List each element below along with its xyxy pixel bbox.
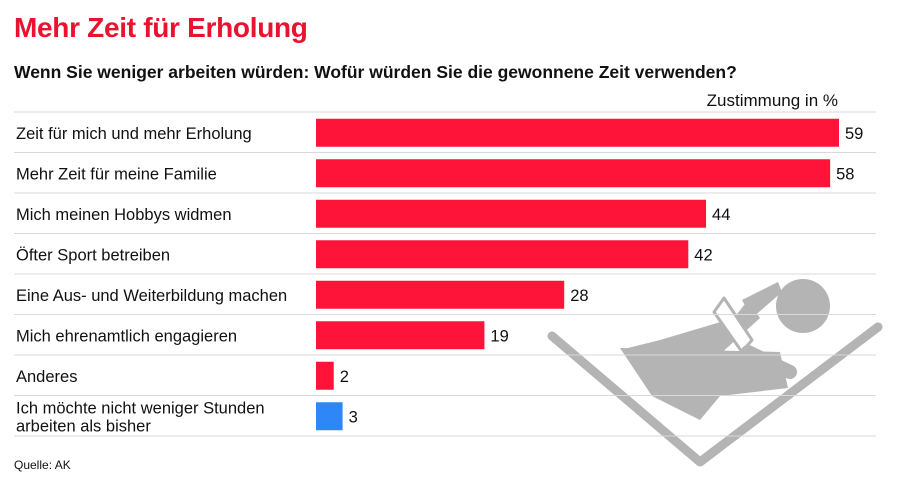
data-label: 44 (712, 206, 730, 224)
axis-unit-label: Zustimmung in % (706, 91, 838, 110)
person-relaxing-reading-icon (547, 279, 883, 467)
category-label-line: Ich möchte nicht weniger Stunden (16, 399, 265, 417)
category-label: Eine Aus- und Weiterbildung machen (16, 287, 287, 305)
category-label: Mehr Zeit für meine Familie (16, 165, 217, 183)
bar (316, 402, 343, 431)
category-label-line: Mich meinen Hobbys widmen (16, 206, 232, 224)
category-label-line: Mehr Zeit für meine Familie (16, 165, 217, 183)
data-label: 58 (836, 165, 854, 183)
data-label: 28 (570, 287, 588, 305)
data-label: 3 (349, 408, 358, 426)
category-label: Zeit für mich und mehr Erholung (16, 125, 252, 143)
data-label: 42 (694, 246, 712, 264)
data-label: 59 (845, 125, 863, 143)
category-label-line: Eine Aus- und Weiterbildung machen (16, 287, 287, 305)
bar (316, 240, 689, 269)
bar (316, 159, 831, 188)
category-label-line: arbeiten als bisher (16, 417, 151, 435)
data-label: 2 (340, 368, 349, 386)
category-label: Anderes (16, 368, 77, 386)
source-note: Quelle: AK (14, 458, 71, 472)
category-label: Mich ehrenamtlich engagieren (16, 327, 237, 345)
category-label-line: Öfter Sport betreiben (16, 246, 170, 264)
category-label-line: Zeit für mich und mehr Erholung (16, 125, 252, 143)
category-label-line: Mich ehrenamtlich engagieren (16, 327, 237, 345)
category-label: Mich meinen Hobbys widmen (16, 206, 232, 224)
bar (316, 118, 839, 147)
bar (316, 321, 485, 350)
data-label: 19 (490, 327, 508, 345)
chart-subtitle: Wenn Sie weniger arbeiten würden: Wofür … (14, 62, 737, 82)
bar (316, 361, 334, 390)
chart-title: Mehr Zeit für Erholung (14, 12, 308, 43)
bar (316, 199, 707, 228)
bar (316, 280, 565, 309)
category-label: Öfter Sport betreiben (16, 246, 170, 264)
category-label: Ich möchte nicht weniger Stunden arbeiten… (16, 399, 265, 435)
category-label-line: Anderes (16, 368, 77, 386)
